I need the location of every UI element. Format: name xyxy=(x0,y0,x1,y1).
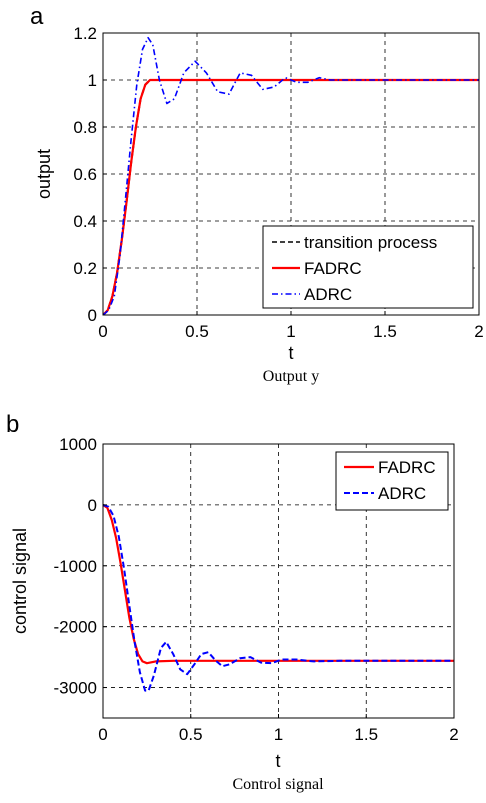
panel-a-series xyxy=(103,36,479,315)
panel-a: a 0 0.5 1 1.5 2 0 0.2 0.4 0.6 0.8 1 1.2 output t Ou… xyxy=(30,3,484,385)
panel-b-caption: Control signal xyxy=(232,776,324,793)
panel-a-legend: transition process FADRC ADRC xyxy=(262,225,474,309)
panel-b-series xyxy=(103,503,454,692)
panel-a-letter: a xyxy=(30,3,44,30)
panel-a-xlabel: t xyxy=(288,343,293,363)
x-tick-label-b-2: 1 xyxy=(274,725,283,744)
x-tick-label-b-1: 0.5 xyxy=(179,725,203,744)
panel-a-ticks: 0 0.5 1 1.5 2 0 0.2 0.4 0.6 0.8 1 1.2 xyxy=(73,24,483,341)
y-tick-label-a-5: 1 xyxy=(88,71,97,90)
panel-a-ylabel: output xyxy=(34,149,54,199)
x-tick-label-a-3: 1.5 xyxy=(373,322,397,341)
series-line-b-0 xyxy=(103,503,454,665)
y-tick-label-b-4: -3000 xyxy=(54,679,97,698)
legend-b-label-adrc: ADRC xyxy=(378,484,426,503)
legend-a-label-adrc: ADRC xyxy=(304,285,352,304)
panel-b-xlabel: t xyxy=(275,751,280,771)
legend-a-label-transition: transition process xyxy=(304,233,437,252)
y-tick-label-a-1: 0.2 xyxy=(73,259,97,278)
legend-b-label-fadrc: FADRC xyxy=(378,458,436,477)
series-line-b-1 xyxy=(103,503,454,692)
x-tick-label-b-0: 0 xyxy=(98,725,107,744)
x-tick-label-a-1: 0.5 xyxy=(185,322,209,341)
y-tick-label-b-3: -2000 xyxy=(54,618,97,637)
x-tick-label-a-4: 2 xyxy=(474,322,483,341)
x-tick-label-a-0: 0 xyxy=(98,322,107,341)
y-tick-label-a-6: 1.2 xyxy=(73,24,97,43)
panel-b-letter: b xyxy=(6,411,19,438)
panel-b-ticks: 0 0.5 1 1.5 2 1000 0 -1000 -2000 -3000 xyxy=(54,435,459,744)
panel-a-caption: Output y xyxy=(263,368,319,385)
y-tick-label-b-1: 0 xyxy=(88,496,97,515)
x-tick-label-b-3: 1.5 xyxy=(354,725,378,744)
legend-a-label-fadrc: FADRC xyxy=(304,259,362,278)
series-line-a-2 xyxy=(103,36,479,315)
y-tick-label-a-2: 0.4 xyxy=(73,212,97,231)
y-tick-label-a-3: 0.6 xyxy=(73,165,97,184)
panel-b-legend-box xyxy=(335,451,449,511)
panel-b-ylabel: control signal xyxy=(10,528,30,634)
panel-b-legend: FADRC ADRC xyxy=(335,451,449,511)
panel-b-grid xyxy=(103,444,454,718)
y-tick-label-b-0: 1000 xyxy=(59,435,97,454)
x-tick-label-a-2: 1 xyxy=(286,322,295,341)
x-tick-label-b-4: 2 xyxy=(449,725,458,744)
panel-b: b 0 0.5 1 1.5 2 1000 0 -1000 -2000 -3000 control … xyxy=(6,411,459,793)
y-tick-label-a-4: 0.8 xyxy=(73,118,97,137)
y-tick-label-a-0: 0 xyxy=(88,306,97,325)
y-tick-label-b-2: -1000 xyxy=(54,557,97,576)
